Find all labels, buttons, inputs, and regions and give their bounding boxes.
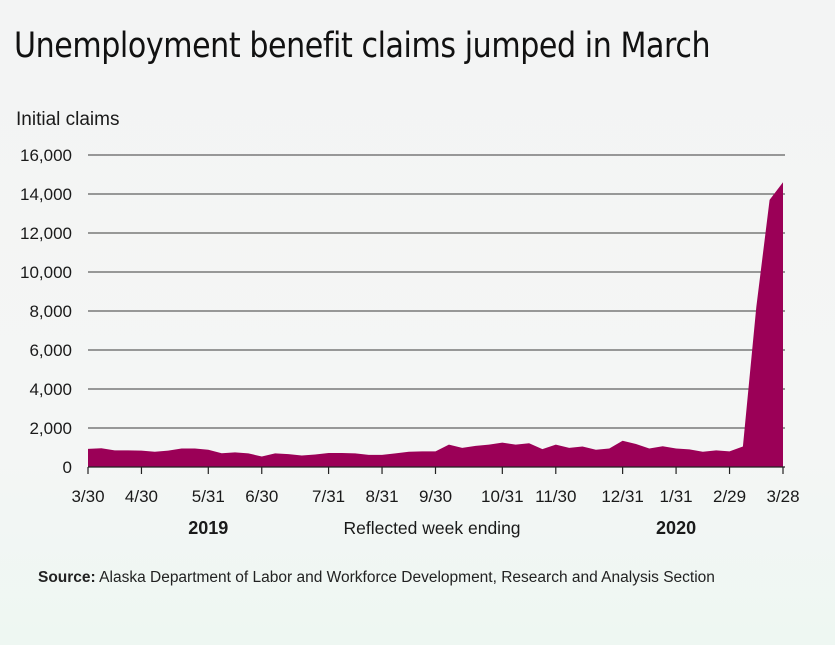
data-point xyxy=(581,445,584,448)
data-point xyxy=(220,452,223,455)
y-axis-label: Initial claims xyxy=(16,109,120,130)
data-point xyxy=(675,447,678,450)
y-tick-label: 6,000 xyxy=(29,341,72,360)
data-point xyxy=(193,447,196,450)
y-tick-label: 4,000 xyxy=(29,380,72,399)
data-point xyxy=(87,447,90,450)
data-point xyxy=(688,448,691,451)
data-point xyxy=(701,450,704,453)
data-point xyxy=(501,441,504,444)
data-point xyxy=(488,443,491,446)
data-point xyxy=(554,443,557,446)
year-label: 2019 xyxy=(188,518,228,538)
data-point xyxy=(461,446,464,449)
x-tick-label: 4/30 xyxy=(125,487,158,506)
y-tick-label: 10,000 xyxy=(20,263,72,282)
data-point xyxy=(300,454,303,457)
data-point xyxy=(741,445,744,448)
data-point xyxy=(635,443,638,446)
data-point xyxy=(541,448,544,451)
data-point xyxy=(434,450,437,453)
x-tick-label: 10/31 xyxy=(481,487,524,506)
data-point xyxy=(260,455,263,458)
x-axis-label: Reflected week ending xyxy=(343,518,520,538)
data-point xyxy=(661,445,664,448)
x-tick-label: 11/30 xyxy=(535,487,576,506)
y-tick-label: 8,000 xyxy=(29,302,72,321)
source-text: Alaska Department of Labor and Workforce… xyxy=(95,569,715,586)
y-tick-label: 16,000 xyxy=(20,146,72,165)
data-point xyxy=(648,447,651,450)
data-point xyxy=(234,451,237,454)
source-label: Source: xyxy=(38,569,96,586)
data-point xyxy=(715,449,718,452)
x-tick-label: 3/28 xyxy=(766,487,799,506)
y-tick-label: 14,000 xyxy=(20,185,72,204)
data-point xyxy=(768,198,771,201)
data-point xyxy=(421,450,424,453)
year-label: 2020 xyxy=(656,518,696,538)
x-tick-label: 1/31 xyxy=(660,487,693,506)
data-point xyxy=(153,450,156,453)
data-point xyxy=(528,442,531,445)
data-point xyxy=(314,453,317,456)
series-area xyxy=(88,182,783,468)
data-point xyxy=(782,181,785,184)
x-tick-label: 8/31 xyxy=(365,487,398,506)
data-point xyxy=(447,443,450,446)
data-point xyxy=(167,449,170,452)
data-point xyxy=(287,453,290,456)
x-tick-label: 12/31 xyxy=(601,487,644,506)
data-point xyxy=(354,452,357,455)
y-tick-label: 2,000 xyxy=(29,419,72,438)
data-point xyxy=(140,449,143,452)
x-tick-label: 2/29 xyxy=(713,487,746,506)
data-point xyxy=(381,453,384,456)
data-point xyxy=(127,449,130,452)
data-point xyxy=(394,452,397,455)
data-point xyxy=(568,446,571,449)
x-tick-label: 7/31 xyxy=(312,487,345,506)
data-point xyxy=(514,443,517,446)
chart-title: Unemployment benefit claims jumped in Ma… xyxy=(14,26,711,66)
source-note: Source: Alaska Department of Labor and W… xyxy=(38,569,715,587)
data-point xyxy=(728,450,731,453)
data-point xyxy=(407,450,410,453)
data-point xyxy=(327,452,330,455)
data-point xyxy=(247,452,250,455)
x-tick-label: 3/30 xyxy=(71,487,104,506)
y-tick-label: 0 xyxy=(63,458,72,477)
x-tick-label: 5/31 xyxy=(192,487,225,506)
data-point xyxy=(594,448,597,451)
x-tick-label: 9/30 xyxy=(419,487,452,506)
data-point xyxy=(100,447,103,450)
x-tick-label: 6/30 xyxy=(245,487,278,506)
data-point xyxy=(180,447,183,450)
data-point xyxy=(474,444,477,447)
data-point xyxy=(340,452,343,455)
data-point xyxy=(113,449,116,452)
data-point xyxy=(608,447,611,450)
data-point xyxy=(207,448,210,451)
data-point xyxy=(367,453,370,456)
y-tick-label: 12,000 xyxy=(20,224,72,243)
data-point xyxy=(621,439,624,442)
data-point xyxy=(274,452,277,455)
data-point xyxy=(755,306,758,309)
